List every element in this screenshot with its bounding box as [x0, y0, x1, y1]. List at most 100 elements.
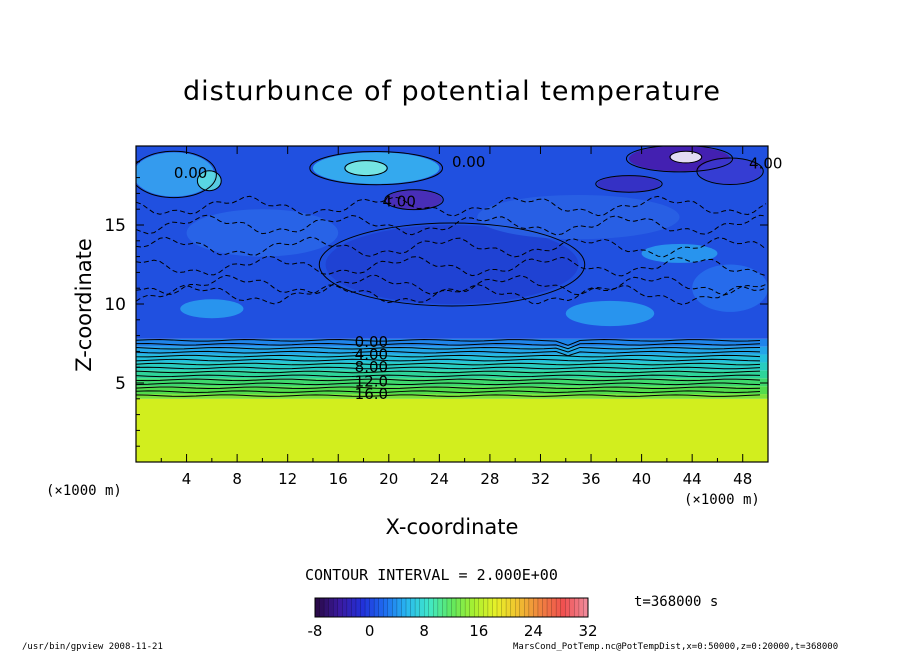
x-tick-label: 24 [430, 470, 449, 488]
colorbar-swatch [442, 598, 448, 617]
colorbar-swatch [451, 598, 457, 617]
colorbar-swatch [406, 598, 412, 617]
heatmap-anomaly [597, 176, 661, 192]
colorbar-swatch [396, 598, 402, 617]
colorbar-swatch [392, 598, 398, 617]
colorbar-swatch [355, 598, 361, 617]
colorbar-swatch [556, 598, 562, 617]
x-tick-label: 20 [379, 470, 398, 488]
chart-title: disturbunce of potential temperature [183, 76, 721, 107]
colorbar-swatch [365, 598, 371, 617]
colorbar-swatch [569, 598, 575, 617]
contour-line-negative [136, 255, 767, 277]
colorbar-swatch [342, 598, 348, 617]
colorbar-swatch [542, 598, 548, 617]
heatmap-anomaly [692, 264, 768, 312]
colorbar-swatch [465, 598, 471, 617]
colorbar-swatch [369, 598, 375, 617]
colorbar-tick-label: 8 [419, 622, 429, 640]
colorbar-swatch [515, 598, 521, 617]
y-tick-label: 5 [115, 374, 126, 394]
colorbar-swatch [574, 598, 580, 617]
contour-line [136, 150, 217, 199]
contour-label: 8.00 [355, 358, 388, 376]
contour-line [669, 150, 703, 164]
contour-line [136, 378, 761, 382]
x-tick-label: 44 [683, 470, 702, 488]
heatmap-layer [136, 378, 768, 387]
heatmap-layer [136, 398, 768, 462]
contour-line [136, 350, 761, 357]
colorbar-tick-label: 24 [524, 622, 543, 640]
colorbar-swatch [424, 598, 430, 617]
colorbar-swatch [519, 598, 525, 617]
heatmap-anomalies [136, 146, 768, 327]
footer-left: /usr/bin/gpview 2008-11-21 [22, 642, 163, 652]
colorbar-swatch [415, 598, 421, 617]
colorbar-swatch [319, 598, 325, 617]
colorbar-swatch [537, 598, 543, 617]
heatmap-anomaly [186, 209, 339, 257]
contour-line [136, 342, 761, 350]
time-label: t=368000 s [634, 594, 719, 610]
heatmap-anomaly [670, 151, 702, 163]
contour-line [625, 146, 734, 173]
colorbar-swatch [497, 598, 503, 617]
contour-line [344, 160, 388, 177]
contour-line-negative [136, 274, 767, 296]
x-unit-left: (×1000 m) [46, 483, 122, 499]
heatmap-anomaly [698, 158, 762, 184]
colorbar-swatch [333, 598, 339, 617]
colorbar-swatch [351, 598, 357, 617]
heatmap-layer [136, 386, 768, 395]
colorbar-swatch [578, 598, 584, 617]
colorbar-swatch [478, 598, 484, 617]
contour-line [136, 394, 761, 397]
contour-label: 4.00 [355, 346, 388, 364]
x-tick-label: 40 [632, 470, 651, 488]
contour-line [595, 175, 663, 193]
contour-label: 16.0 [355, 385, 388, 403]
heatmap-anomaly [641, 243, 718, 263]
contour-line [136, 346, 761, 353]
contour-line [136, 366, 761, 370]
contour-label: 4.00 [749, 154, 782, 172]
colorbar-swatch [437, 598, 443, 617]
colorbar-swatch [474, 598, 480, 617]
heatmap-anomaly [197, 171, 221, 191]
contour-line [384, 189, 444, 211]
x-tick-label: 28 [480, 470, 499, 488]
colorbar-tick-label: -8 [308, 622, 323, 640]
colorbar-swatch [565, 598, 571, 617]
colorbar-swatch [428, 598, 434, 617]
y-axis-ticks: 5 10 15 [104, 161, 768, 447]
colorbar-swatch [315, 598, 321, 617]
colorbar-swatch [460, 598, 466, 617]
y-tick-label: 15 [104, 216, 126, 236]
y-tick-label: 10 [104, 295, 126, 315]
x-axis-label-text: X-coordinate [385, 515, 519, 539]
contour-line [136, 374, 761, 378]
heatmap-layer [136, 354, 768, 363]
contour-label: 0.00 [355, 333, 388, 351]
contour-line [136, 382, 761, 386]
x-tick-label: 8 [232, 470, 242, 488]
colorbar-swatch [446, 598, 452, 617]
x-tick-label: 36 [581, 470, 600, 488]
heatmap-layer [136, 362, 768, 371]
contour-line [696, 157, 764, 186]
colorbar-swatch [324, 598, 330, 617]
colorbar: -8 0 8 16 24 32 [308, 597, 598, 640]
x-tick-label: 16 [329, 470, 348, 488]
colorbar-tick-label: 32 [578, 622, 597, 640]
colorbar-swatch [387, 598, 393, 617]
heatmap-layer [136, 370, 768, 379]
heatmap-anomaly [477, 194, 680, 240]
heatmap-layer [136, 338, 768, 347]
colorbar-swatch [469, 598, 475, 617]
contour-line-negative [136, 284, 767, 306]
contour-line [136, 354, 761, 358]
contour-line [318, 222, 586, 307]
